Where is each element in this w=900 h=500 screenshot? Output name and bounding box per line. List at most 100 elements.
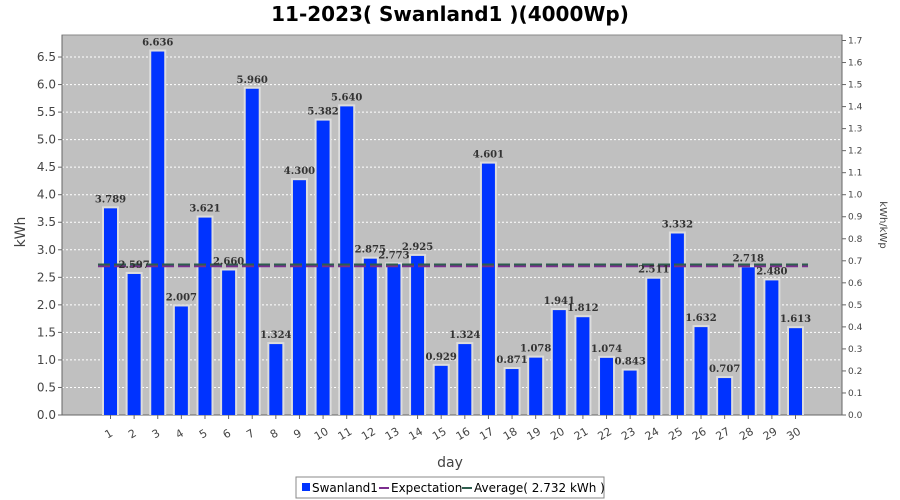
bar <box>600 357 614 415</box>
y-tick-label: 4.0 <box>37 188 56 202</box>
bar <box>245 88 259 415</box>
bar-value-label: 5.382 <box>307 107 338 118</box>
bar-value-label: 1.324 <box>449 330 480 341</box>
y2-tick-label: 0.3 <box>848 345 862 355</box>
legend-label-swanland1: Swanland1 <box>312 481 378 495</box>
y-tick-label: 6.5 <box>37 50 56 64</box>
bar-value-label: 1.941 <box>544 296 575 307</box>
bar-value-label: 1.324 <box>260 330 291 341</box>
y-tick-label: 6.0 <box>37 78 56 92</box>
y2-tick-label: 1.0 <box>848 191 863 201</box>
legend-box <box>295 476 605 499</box>
y-tick-label: 5.5 <box>37 105 56 119</box>
bar-value-label: 0.929 <box>426 352 457 363</box>
y2-tick-label: 1.5 <box>848 81 862 91</box>
y-tick-label: 2.0 <box>37 298 56 312</box>
x-tick-label: 5 <box>197 427 210 442</box>
bar <box>127 273 141 415</box>
y2-tick-label: 0.0 <box>848 411 863 421</box>
x-tick-label: 17 <box>477 425 496 443</box>
bar <box>222 270 236 415</box>
bar <box>623 370 637 415</box>
bar <box>174 306 188 415</box>
bar <box>670 233 684 415</box>
plot-area <box>61 34 843 416</box>
y-tick-label: 1.5 <box>37 325 56 339</box>
y-axis: 0.0 0.5 1.0 1.5 2.0 2.5 3.0 3.5 4.0 4.5 5.0 5.5 6.0 6… <box>37 35 63 422</box>
x-tick-label: 1 <box>102 427 115 442</box>
bar <box>363 258 377 415</box>
y2-tick-label: 1.3 <box>848 125 862 135</box>
bar-value-label: 1.078 <box>520 344 551 355</box>
x-tick-label: 10 <box>312 425 331 443</box>
bar-value-label: 2.480 <box>756 266 787 277</box>
x-tick-label: 25 <box>666 425 685 443</box>
legend-label-average: Average( 2.732 kWh ) <box>474 481 605 495</box>
bar-value-label: 4.300 <box>284 166 315 177</box>
x-tick-label: 12 <box>359 425 378 443</box>
chart-title: 11-2023( Swanland1 )(4000Wp) <box>271 2 629 26</box>
bar-value-label: 2.773 <box>378 250 409 261</box>
bar-value-label: 3.621 <box>189 204 220 215</box>
bar-value-label: 4.601 <box>473 150 504 161</box>
y2-tick-label: 0.7 <box>848 257 862 267</box>
x-tick-label: 14 <box>407 425 426 443</box>
bar-value-label: 2.718 <box>733 253 764 264</box>
y2-tick-label: 0.4 <box>848 323 863 333</box>
y2-tick-label: 1.7 <box>848 37 862 47</box>
y2-tick-label: 1.2 <box>848 147 862 157</box>
bar <box>694 327 708 415</box>
bar <box>789 328 802 415</box>
bar <box>529 357 543 415</box>
bar-value-label: 2.875 <box>355 245 386 256</box>
x-tick-label: 28 <box>737 425 756 443</box>
bar <box>151 51 165 416</box>
bar <box>411 255 425 415</box>
x-tick-label: 9 <box>291 427 304 442</box>
bar-value-label: 2.511 <box>638 265 669 276</box>
y2-axis-label: kWh/kWp <box>877 201 888 248</box>
bar-value-label: 5.960 <box>237 75 268 86</box>
y-tick-label: 2.5 <box>37 270 56 284</box>
bar <box>718 378 732 415</box>
x-tick-label: 20 <box>548 425 567 443</box>
bar-value-label: 0.871 <box>496 355 527 366</box>
bar <box>292 180 306 415</box>
x-tick-label: 11 <box>336 425 355 443</box>
bar-value-label: 2.597 <box>118 260 149 271</box>
y-tick-label: 1.0 <box>37 353 56 367</box>
y2-tick-label: 0.5 <box>848 301 862 311</box>
x-tick-label: 3 <box>150 427 163 442</box>
bar <box>434 365 448 415</box>
y2-tick-label: 1.6 <box>848 59 863 69</box>
y-tick-label: 4.5 <box>37 160 56 174</box>
x-tick-label: 19 <box>525 425 544 443</box>
value-labels: 3.789 2.597 6.636 2.007 3.621 2.660 5.960 1.324… <box>95 38 811 376</box>
x-tick-label: 21 <box>572 425 591 443</box>
bar-value-label: 1.074 <box>591 344 622 355</box>
y2-tick-label: 0.2 <box>848 367 862 377</box>
x-tick-label: 4 <box>173 427 186 442</box>
bar <box>481 163 495 415</box>
x-axis: 1 2 3 4 5 6 7 8 9 10 11 12 13 14 15 16 17 18 19 20 21 22 23 24 2… <box>62 414 842 443</box>
bars <box>102 49 804 416</box>
x-tick-label: 22 <box>595 425 614 443</box>
x-tick-label: 7 <box>244 427 257 442</box>
y-tick-label: 5.0 <box>37 133 56 147</box>
bar-value-label: 2.660 <box>213 257 244 268</box>
bar-value-label: 6.636 <box>142 38 173 49</box>
legend-label-expectation: Expectation <box>391 481 462 495</box>
bar-value-label: 1.812 <box>567 303 598 314</box>
bar <box>458 344 472 415</box>
y2-tick-label: 0.9 <box>848 213 863 223</box>
bar-value-label: 5.640 <box>331 92 362 103</box>
y2-axis: 0.0 0.1 0.2 0.3 0.4 0.5 0.6 0.7 0.8 0.9 1.0 1.1 1.2 1… <box>841 35 863 421</box>
bar-value-label: 2.007 <box>166 292 197 303</box>
y-tick-label: 3.5 <box>37 215 56 229</box>
bar-value-label: 1.613 <box>780 314 811 325</box>
y-tick-label: 0.5 <box>37 380 56 394</box>
bar <box>316 120 330 415</box>
bar-value-label: 0.707 <box>709 364 740 375</box>
y2-tick-label: 0.8 <box>848 235 863 245</box>
